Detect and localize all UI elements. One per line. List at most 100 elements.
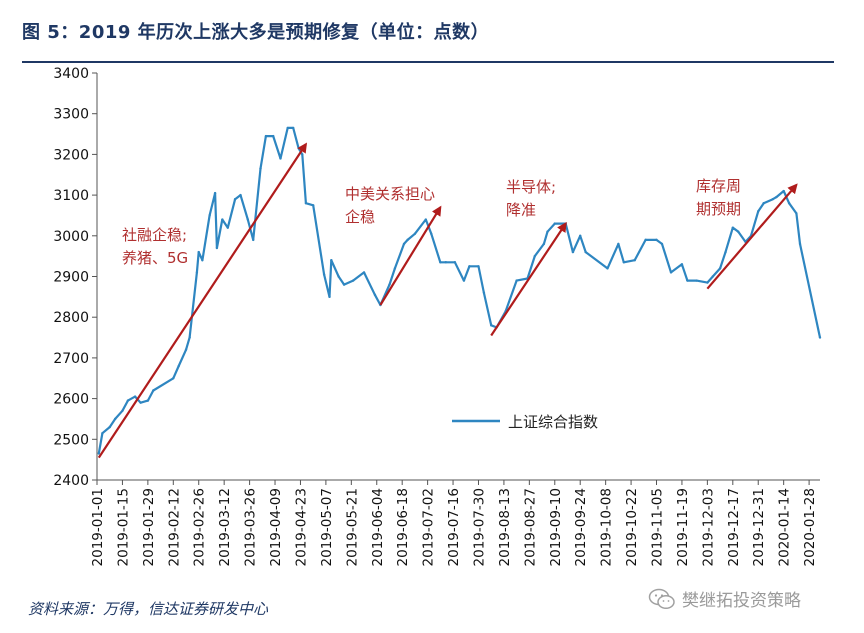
source-note: 资料来源：万得，信达证券研发中心 — [28, 600, 269, 618]
trend-arrow — [706, 183, 798, 290]
data-point — [239, 193, 242, 197]
x-tick-label: 2019-10-08 — [599, 488, 615, 566]
data-point — [430, 232, 433, 235]
annotation-text: 库存周 — [696, 177, 741, 195]
data-point — [233, 197, 237, 201]
y-tick-label: 2900 — [53, 270, 89, 286]
data-point — [402, 242, 406, 246]
x-tick-label: 2019-02-12 — [166, 488, 182, 566]
data-point — [146, 399, 150, 402]
data-point — [264, 134, 268, 138]
data-point — [468, 265, 471, 268]
data-point — [737, 230, 740, 233]
data-point — [655, 238, 658, 242]
data-point — [542, 242, 546, 246]
data-point — [622, 261, 626, 264]
data-point — [272, 134, 275, 138]
data-point — [680, 263, 684, 266]
x-tick-label: 2019-10-22 — [624, 488, 640, 566]
data-point — [695, 279, 698, 282]
data-point — [311, 204, 315, 207]
data-point — [660, 242, 664, 246]
x-tick-label: 2019-02-26 — [192, 488, 208, 566]
y-tick-label: 3100 — [53, 188, 89, 204]
x-tick-label: 2019-03-26 — [243, 488, 259, 566]
y-tick-label: 2400 — [53, 473, 89, 489]
data-point — [706, 281, 709, 284]
data-point — [818, 336, 822, 339]
x-tick-label: 2019-12-17 — [726, 488, 742, 566]
data-point — [606, 267, 609, 270]
y-tick-label: 3400 — [53, 66, 89, 82]
data-point — [571, 250, 575, 254]
data-point — [724, 250, 727, 254]
data-point — [669, 271, 673, 274]
annotation-text: 社融企稳; — [122, 226, 187, 244]
series-line-0 — [97, 126, 822, 454]
legend: 上证综合指数 — [452, 413, 598, 431]
data-point — [291, 126, 295, 130]
trend-arrow — [490, 221, 567, 337]
data-point — [515, 279, 518, 282]
data-point — [718, 267, 722, 270]
data-point — [444, 261, 447, 264]
data-point — [798, 242, 802, 246]
x-tick-label: 2019-07-30 — [471, 488, 487, 566]
x-tick-label: 2019-01-15 — [115, 488, 131, 566]
data-point — [533, 254, 536, 258]
annotation-text: 中美关系担心 — [345, 185, 435, 203]
data-point — [246, 218, 249, 221]
x-tick-label: 2019-05-07 — [319, 488, 335, 566]
data-point — [617, 242, 620, 246]
data-point — [782, 189, 785, 193]
data-point — [775, 195, 778, 199]
data-point — [252, 238, 255, 242]
x-tick-label: 2019-09-10 — [548, 488, 564, 566]
data-point — [553, 222, 556, 225]
data-point — [731, 226, 735, 229]
data-point — [406, 238, 409, 242]
x-tick-label: 2019-09-24 — [573, 488, 589, 566]
y-tick-label: 3300 — [53, 107, 89, 123]
data-point — [139, 401, 142, 404]
data-point — [133, 395, 137, 398]
data-point — [201, 259, 204, 262]
data-point — [221, 218, 224, 221]
data-point — [301, 153, 304, 156]
data-point — [633, 259, 636, 262]
data-point — [424, 218, 428, 221]
data-point — [439, 261, 442, 264]
data-point — [279, 157, 282, 160]
x-tick-label: 2019-06-04 — [370, 488, 386, 566]
data-point — [328, 295, 331, 299]
data-point — [101, 431, 104, 435]
y-tick-label: 2800 — [53, 310, 89, 326]
data-point — [393, 267, 397, 270]
data-point — [188, 336, 191, 339]
x-tick-label: 2019-07-16 — [446, 488, 462, 566]
data-point — [195, 271, 199, 274]
data-point — [388, 283, 391, 286]
x-tick-label: 2019-12-31 — [751, 488, 767, 566]
data-point — [757, 210, 760, 213]
data-point — [579, 234, 582, 237]
data-point — [787, 202, 791, 205]
data-point — [152, 389, 155, 392]
y-tick-label: 3200 — [53, 147, 89, 163]
data-point — [342, 283, 346, 286]
data-point — [297, 147, 300, 150]
data-point — [208, 214, 211, 217]
trend-arrow — [379, 205, 442, 306]
data-point — [215, 246, 219, 250]
y-tick-label: 2500 — [53, 432, 89, 448]
data-point — [413, 232, 417, 235]
data-point — [197, 250, 200, 254]
y-tick-label: 2600 — [53, 392, 89, 408]
y-tick-label: 2700 — [53, 351, 89, 367]
x-tick-label: 2019-11-05 — [650, 488, 666, 566]
annotation-text: 期预期 — [696, 200, 741, 218]
legend-label: 上证综合指数 — [508, 413, 598, 431]
data-point — [330, 259, 333, 262]
x-tick-label: 2019-08-27 — [522, 488, 538, 566]
